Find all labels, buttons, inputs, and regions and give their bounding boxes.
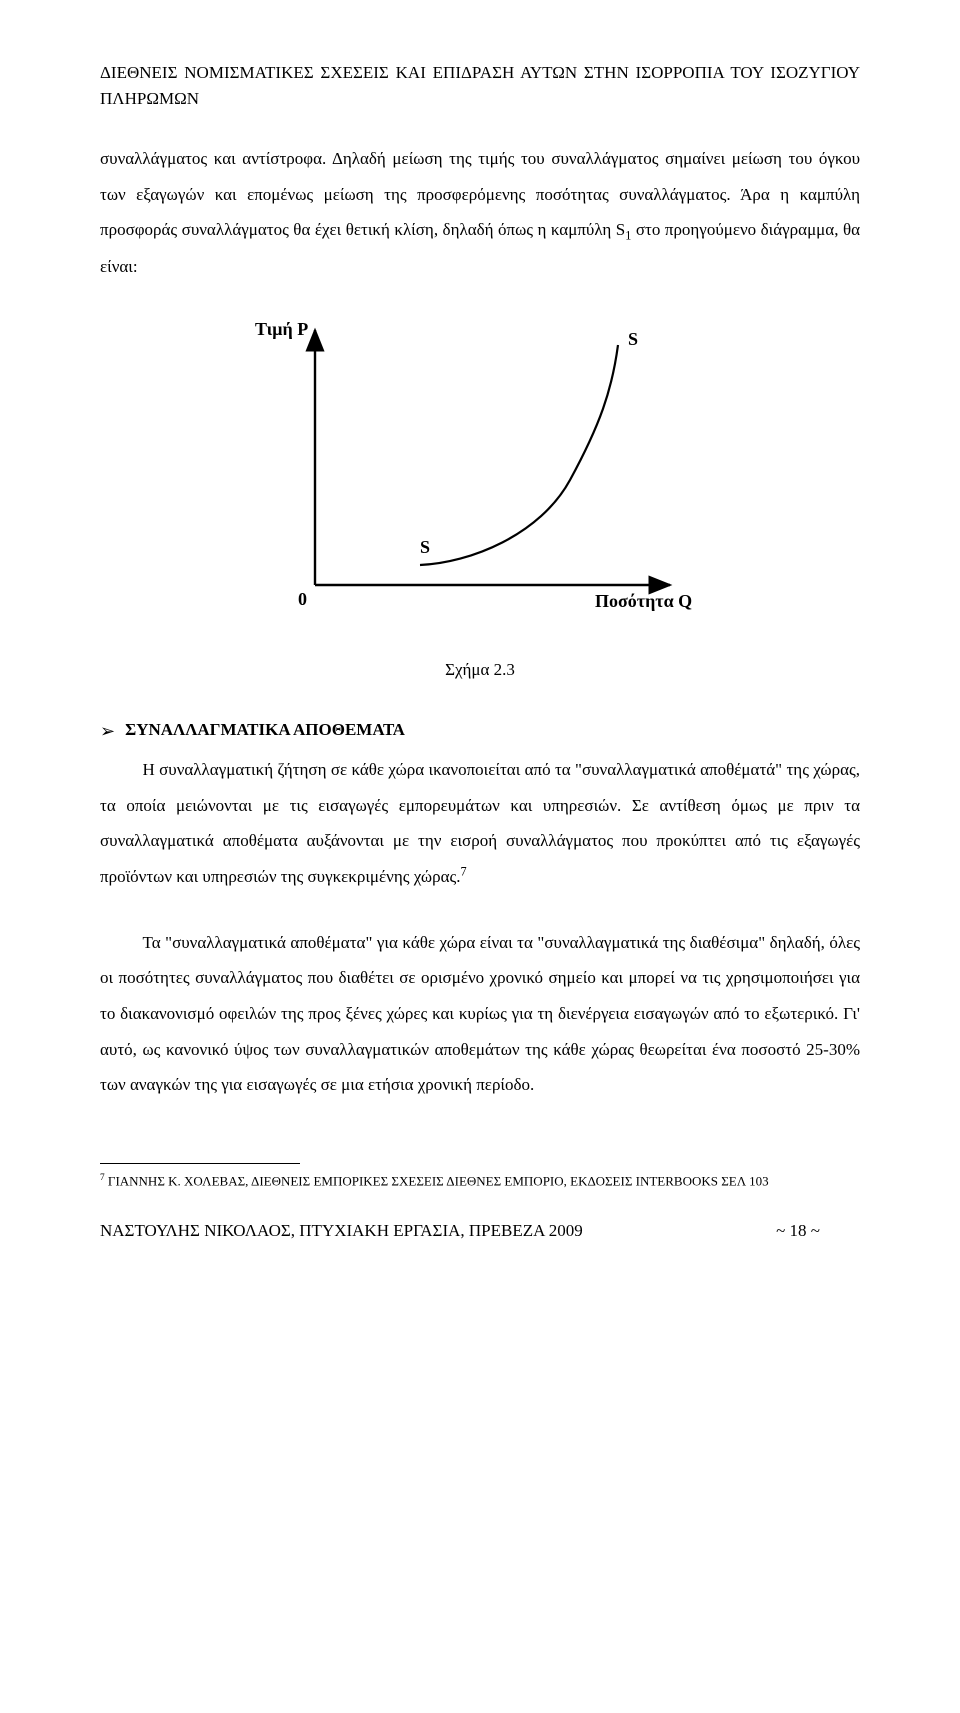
section-paragraph-1: Η συναλλαγματική ζήτηση σε κάθε χώρα ικα… xyxy=(100,752,860,895)
section-heading: ΣΥΝΑΛΛΑΓΜΑΤΙΚΑ ΑΠΟΘΕΜΑΤΑ xyxy=(125,720,405,739)
bullet-icon: ➢ xyxy=(100,721,115,742)
section-heading-row: ➢ ΣΥΝΑΛΛΑΓΜΑΤΙΚΑ ΑΠΟΘΕΜΑΤΑ xyxy=(100,720,860,742)
curve-label-bottom: S xyxy=(420,537,430,557)
curve-label-top: S xyxy=(628,329,638,349)
section-para1-text: Η συναλλαγματική ζήτηση σε κάθε χώρα ικα… xyxy=(100,760,860,886)
section-paragraph-2: Τα "συναλλαγματικά αποθέματα" για κάθε χ… xyxy=(100,925,860,1103)
x-axis-label: Ποσότητα Q xyxy=(595,591,692,611)
running-header: ΔΙΕΘΝΕΙΣ ΝΟΜΙΣΜΑΤΙΚΕΣ ΣΧΕΣΕΙΣ ΚΑΙ ΕΠΙΔΡΑ… xyxy=(100,60,860,111)
footnote-text: ΓΙΑΝΝΗΣ Κ. ΧΟΛΕΒΑΣ, ΔΙΕΘΝΕΙΣ ΕΜΠΟΡΙΚΕΣ Σ… xyxy=(105,1173,769,1188)
chart-caption: Σχήμα 2.3 xyxy=(100,660,860,680)
footnote-7: 7 ΓΙΑΝΝΗΣ Κ. ΧΟΛΕΒΑΣ, ΔΙΕΘΝΕΙΣ ΕΜΠΟΡΙΚΕΣ… xyxy=(100,1172,860,1191)
chart-svg: Τιμή P S S 0 Ποσότητα Q xyxy=(240,305,720,635)
page-footer: ΝΑΣΤΟΥΛΗΣ ΝΙΚΟΛΑΟΣ, ΠΤΥΧΙΑΚΗ ΕΡΓΑΣΙΑ, ΠΡ… xyxy=(100,1221,860,1241)
y-axis-label: Τιμή P xyxy=(255,319,308,339)
footnote-ref-7: 7 xyxy=(460,864,466,878)
origin-label: 0 xyxy=(298,589,307,609)
footer-page-number: ~ 18 ~ xyxy=(776,1221,820,1241)
paragraph-1: συναλλάγματος και αντίστροφα. Δηλαδή μεί… xyxy=(100,141,860,285)
supply-curve-chart: Τιμή P S S 0 Ποσότητα Q xyxy=(100,305,860,635)
supply-curve xyxy=(420,345,618,565)
footnote-rule xyxy=(100,1163,300,1164)
footer-left: ΝΑΣΤΟΥΛΗΣ ΝΙΚΟΛΑΟΣ, ΠΤΥΧΙΑΚΗ ΕΡΓΑΣΙΑ, ΠΡ… xyxy=(100,1221,583,1241)
